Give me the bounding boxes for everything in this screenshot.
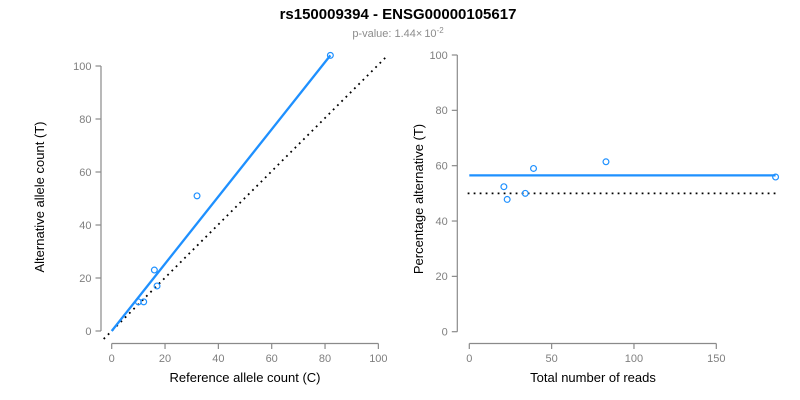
left-plot-x-tick-label: 100 [369, 353, 387, 365]
right-plot-data-point [530, 164, 538, 172]
left-plot-y-tick-label: 100 [73, 61, 91, 73]
left-plot-fit-line [110, 54, 332, 332]
p-value-base: 10 [424, 28, 437, 40]
left-plot-y-tick-label: 20 [79, 273, 91, 285]
left-plot-y-tick-label: 40 [79, 220, 91, 232]
right-plot-y-axis-title: Percentage alternative (T) [411, 124, 426, 274]
right-plot-y-tick-label: 40 [436, 216, 448, 228]
left-plot-data-point [193, 192, 201, 200]
left-plot-data-point [153, 282, 161, 290]
left-plot-x-tick-label: 60 [266, 353, 278, 365]
left-plot-x-tick-label: 80 [319, 353, 331, 365]
p-value-subtitle: p-value: 1.44× 10-2 [0, 26, 796, 40]
right-plot-y-tick-label: 80 [436, 105, 448, 117]
right-plot-x-tick-label: 150 [707, 353, 725, 365]
left-plot-x-tick-label: 0 [109, 353, 115, 365]
right-plot-x-tick-label: 0 [466, 353, 472, 365]
left-plot-y-tick-label: 0 [85, 326, 91, 338]
left-plot-identity-line [103, 54, 389, 340]
right-plot-x-tick-label: 100 [625, 353, 643, 365]
right-plot-y-tick-label: 100 [429, 50, 447, 62]
left-plot-data-point [150, 266, 158, 274]
left-plot-x-tick-label: 20 [159, 353, 171, 365]
right-plot: 0 50 100 150 0 20 40 60 80 100 Total number of rea… [411, 50, 780, 385]
figure-title: rs150009394 - ENSG00000105617 [279, 6, 517, 23]
p-value-mantissa: 1.44 [394, 28, 416, 40]
right-plot-data-point [772, 173, 780, 181]
left-plot-data-point [326, 51, 334, 59]
right-plot-y-tick-label: 20 [436, 271, 448, 283]
left-plot: 0 20 40 60 80 100 0 20 40 60 80 100 Reference allele… [32, 51, 389, 385]
right-plot-y-tick-label: 0 [442, 327, 448, 339]
left-plot-x-tick-label: 40 [212, 353, 224, 365]
left-plot-y-tick-label: 80 [79, 114, 91, 126]
right-plot-data-point [602, 158, 610, 166]
right-plot-x-axis-title: Total number of reads [530, 370, 656, 385]
right-plot-x-tick-label: 50 [546, 353, 558, 365]
right-plot-data-point [521, 189, 529, 197]
right-plot-data-point [500, 183, 508, 191]
left-plot-y-tick-label: 60 [79, 167, 91, 179]
multiply-sign: × [415, 28, 423, 40]
p-value-label: p-value: [352, 28, 392, 40]
p-value-exponent: -2 [436, 26, 444, 35]
right-plot-y-tick-label: 60 [436, 160, 448, 172]
right-plot-data-point [503, 195, 511, 203]
left-plot-data-point [140, 298, 148, 306]
left-plot-x-axis-title: Reference allele count (C) [169, 370, 320, 385]
left-plot-y-axis-title: Alternative allele count (T) [32, 121, 47, 272]
